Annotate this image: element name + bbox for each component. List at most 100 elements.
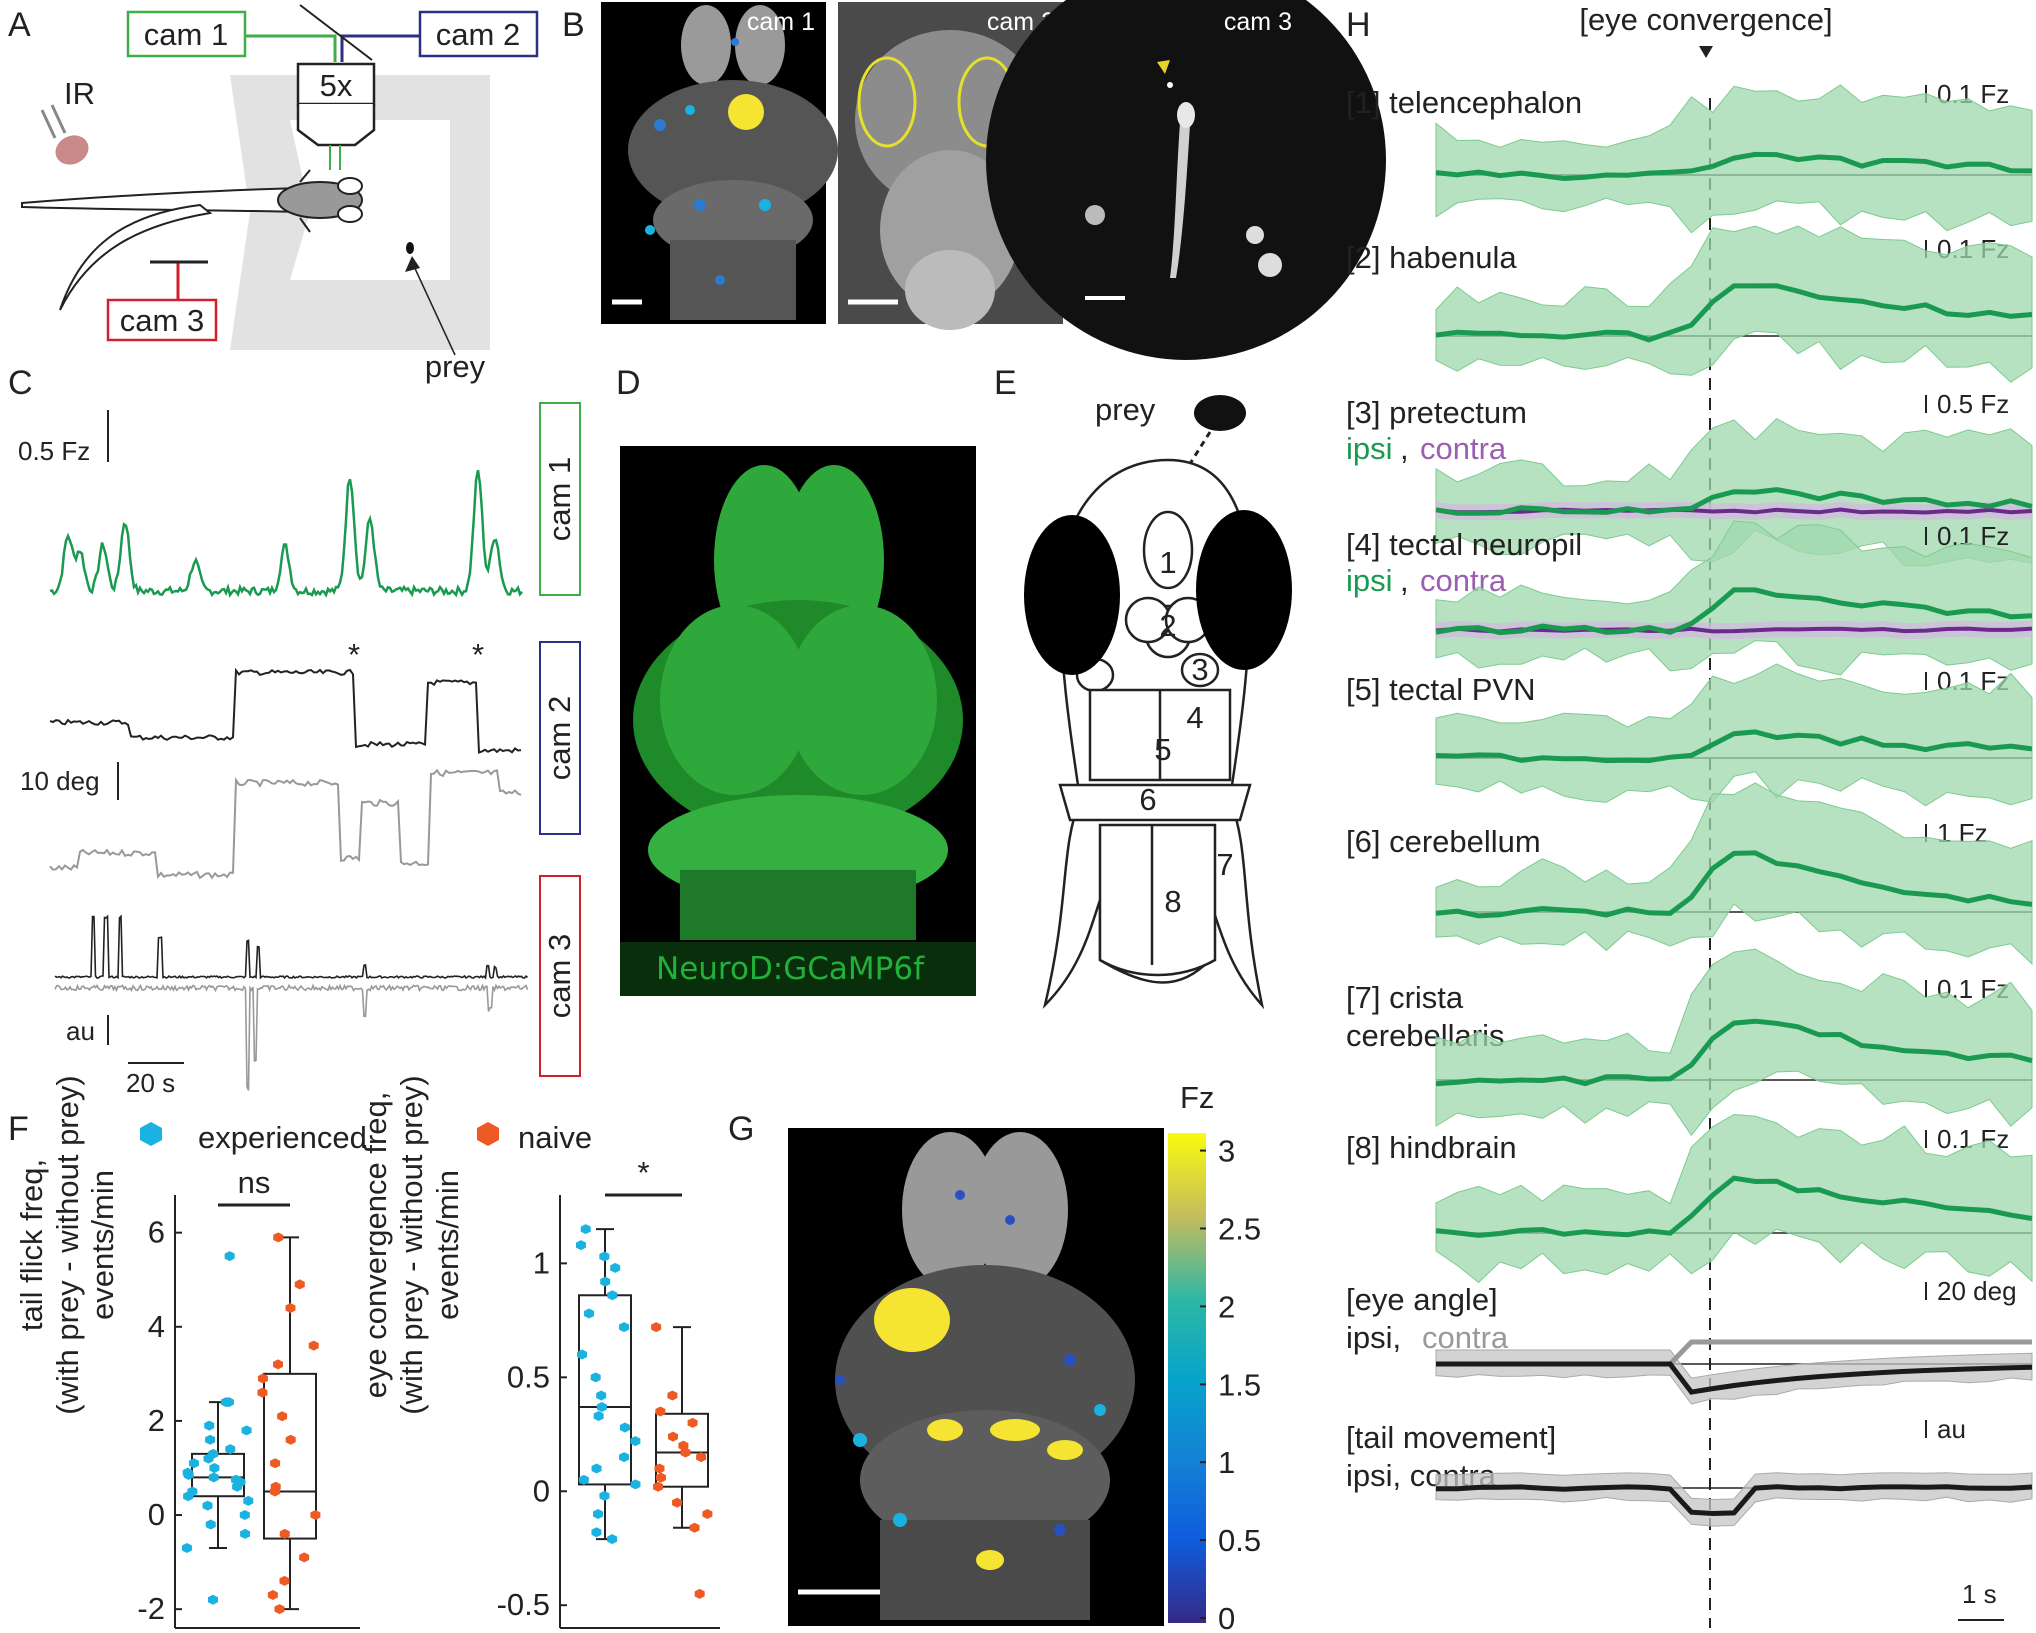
cam1-image-label: cam 1 bbox=[747, 8, 815, 36]
cam2-label: cam 2 bbox=[436, 17, 520, 52]
row-mean-trace bbox=[1435, 729, 2033, 764]
ipsi-label: ipsi, bbox=[1346, 1320, 1401, 1355]
box2-point-experienced bbox=[599, 1490, 610, 1501]
box1-point-experienced bbox=[232, 1481, 243, 1492]
tail-trace-ipsi bbox=[54, 914, 529, 980]
colorbar-tick-label: 3 bbox=[1218, 1134, 1235, 1169]
panel-label-h: H bbox=[1346, 6, 1371, 44]
box1-point-naive bbox=[257, 1387, 268, 1398]
box1-ytick-label: 6 bbox=[148, 1215, 165, 1250]
row-mean-trace bbox=[1435, 1484, 2033, 1517]
box1-point-experienced bbox=[224, 1251, 235, 1262]
cam2-trace-box bbox=[539, 641, 581, 835]
box2-point-experienced bbox=[578, 1474, 589, 1485]
box2-point-experienced bbox=[596, 1401, 607, 1412]
box2-box-naive bbox=[655, 1412, 709, 1488]
gcamp-label-bar bbox=[620, 942, 976, 996]
deg-scale-label: 10 deg bbox=[20, 766, 100, 796]
box2-point-naive bbox=[667, 1390, 678, 1401]
box1-ylabel-line3: events/min bbox=[85, 1170, 120, 1320]
row-title: [7] crista bbox=[1346, 980, 1464, 1015]
box2-point-experienced bbox=[596, 1390, 607, 1401]
box1-ylabel-line2: (with prey - without prey) bbox=[50, 1075, 85, 1414]
box2-ytick-label: 0 bbox=[533, 1473, 550, 1508]
box1-point-experienced bbox=[183, 1491, 194, 1502]
box2-point-naive bbox=[680, 1447, 691, 1458]
box1-point-experienced bbox=[209, 1462, 220, 1473]
box1-point-experienced bbox=[205, 1434, 216, 1445]
panel-h: H [eye convergence] [1] telencephalon 0.1… bbox=[1346, 2, 2033, 1628]
box2-point-naive bbox=[654, 1463, 665, 1474]
region-label-5: 5 bbox=[1154, 732, 1171, 767]
box2-point-naive bbox=[651, 1322, 662, 1333]
cam2-path bbox=[340, 34, 420, 62]
right-eye bbox=[1196, 510, 1292, 670]
colorbar-tick-label: 0.5 bbox=[1218, 1523, 1261, 1558]
asterisk-1: * bbox=[348, 637, 360, 672]
chamber-outline bbox=[230, 75, 490, 350]
box2-point-naive bbox=[689, 1522, 700, 1533]
row-title: [5] tectal PVN bbox=[1346, 672, 1536, 707]
asterisk-2: * bbox=[472, 637, 484, 672]
h-time-scale-label: 1 s bbox=[1962, 1579, 1997, 1609]
larva-fish-icon bbox=[21, 169, 363, 311]
box2-point-experienced bbox=[591, 1463, 602, 1474]
box1-ytick-label: 4 bbox=[148, 1309, 165, 1344]
row-ci-band bbox=[1435, 1472, 2033, 1527]
box1-ylabel-line1: tail flick freq, bbox=[14, 1159, 49, 1331]
row-title: [tail movement] bbox=[1346, 1420, 1556, 1455]
box2-point-experienced bbox=[599, 1251, 610, 1262]
eye-convergence-header: [eye convergence] bbox=[1579, 2, 1832, 37]
box1-point-experienced bbox=[239, 1510, 250, 1521]
colorbar-tick-label: 1 bbox=[1218, 1445, 1235, 1480]
calcium-trace bbox=[49, 469, 523, 598]
box2-point-experienced bbox=[575, 1240, 586, 1251]
prey-label-e: prey bbox=[1095, 392, 1156, 427]
box2-point-experienced bbox=[607, 1534, 618, 1545]
box2-ytick-label: 0.5 bbox=[507, 1359, 550, 1394]
row-title: [8] hindbrain bbox=[1346, 1130, 1517, 1165]
region-label-7: 7 bbox=[1216, 847, 1233, 882]
ipsi-label: ipsi bbox=[1346, 431, 1393, 466]
box1-point-naive bbox=[270, 1458, 281, 1469]
box2-point-experienced bbox=[619, 1452, 630, 1463]
onset-arrowhead bbox=[1699, 46, 1713, 58]
experienced-legend-label: experienced bbox=[198, 1120, 367, 1155]
cam3-trace-box bbox=[539, 875, 581, 1077]
box2-point-experienced bbox=[607, 1290, 618, 1301]
cam3-trace-label: cam 3 bbox=[542, 934, 577, 1018]
tail-flick-boxplot: -2 0 2 4 6 ns bbox=[137, 1165, 360, 1629]
box1-point-experienced bbox=[225, 1444, 236, 1455]
comma: , bbox=[1400, 563, 1409, 598]
box1-point-naive bbox=[273, 1232, 284, 1243]
contra-label: contra bbox=[1420, 563, 1507, 598]
box2-point-naive bbox=[696, 1452, 707, 1463]
naive-legend-label: naive bbox=[518, 1120, 592, 1155]
box1-point-experienced bbox=[208, 1472, 219, 1483]
experienced-legend-marker bbox=[140, 1122, 162, 1146]
au-scale-label: au bbox=[66, 1016, 95, 1046]
box1-point-naive bbox=[279, 1528, 290, 1539]
box2-ytick-label: 1 bbox=[533, 1245, 550, 1280]
box2-point-experienced bbox=[630, 1479, 641, 1490]
prey-dot bbox=[406, 242, 414, 254]
region-label-4: 4 bbox=[1186, 700, 1203, 735]
cam1-path bbox=[245, 34, 337, 62]
panel-label-a: A bbox=[8, 6, 31, 44]
colorbar-tick-label: 1.5 bbox=[1218, 1367, 1261, 1402]
row-mean-trace bbox=[1436, 1361, 2033, 1395]
box2-point-naive bbox=[653, 1481, 664, 1492]
box2-point-experienced bbox=[600, 1276, 611, 1287]
box1-point-naive bbox=[257, 1373, 268, 1384]
box1-point-naive bbox=[299, 1552, 310, 1563]
objective-label: 5x bbox=[320, 68, 353, 103]
time-scale-label: 20 s bbox=[126, 1068, 175, 1098]
cam3-label: cam 3 bbox=[120, 303, 204, 338]
left-eye bbox=[1024, 515, 1120, 675]
cam2-trace-label: cam 2 bbox=[542, 696, 577, 780]
box1-point-naive bbox=[294, 1279, 305, 1290]
box2-point-naive bbox=[655, 1406, 666, 1417]
row-mean-trace bbox=[1435, 151, 2033, 182]
cam1-label: cam 1 bbox=[144, 17, 228, 52]
row-mean-trace bbox=[1435, 283, 2033, 343]
